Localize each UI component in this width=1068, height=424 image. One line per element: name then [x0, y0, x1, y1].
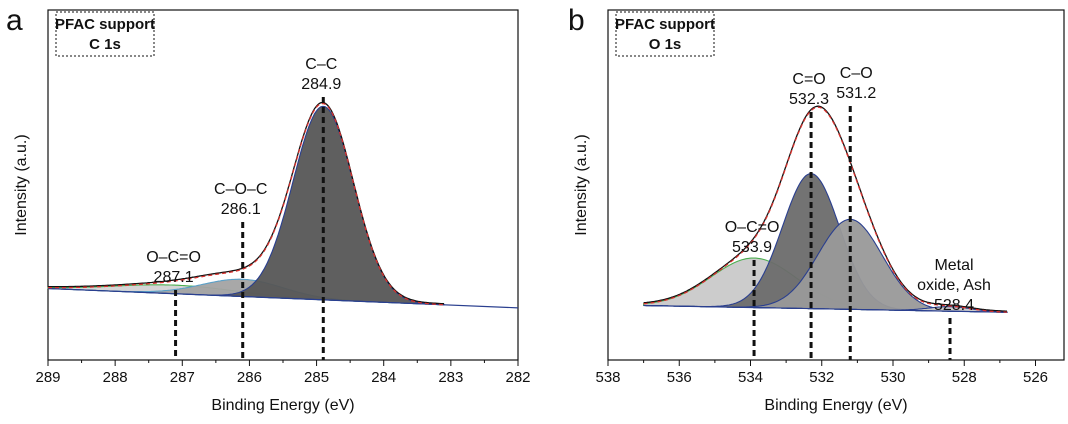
peak-markers-a: O–C=O 287.1 C–O–C 286.1 C–C 284.9 [146, 56, 341, 360]
x-tick-label-b-6: 526 [1023, 369, 1048, 386]
x-tick-label-a-1: 288 [103, 369, 128, 386]
peak-value-a-0: 287.1 [154, 269, 194, 286]
x-tick-label-b-0: 538 [595, 369, 620, 386]
x-tick-label-a-0: 289 [35, 369, 60, 386]
envelope-fit-b [643, 106, 1007, 313]
series-lines-a [47, 101, 519, 309]
peak-label-b-1-line0: C=O [792, 71, 825, 88]
peak-label-a-2-line0: C–C [305, 56, 337, 73]
peak-label-b-3-line1: oxide, Ash [917, 277, 991, 294]
peak-value-b-3: 528.4 [934, 297, 974, 314]
label-box-b [615, 11, 715, 57]
x-tick-label-b-3: 532 [809, 369, 834, 386]
x-tick-label-a-6: 283 [438, 369, 463, 386]
peak-label-a-1-line0: C–O–C [214, 181, 267, 198]
x-axis-ticks-b: 538 536 534 532 530 528 526 [595, 360, 1048, 386]
y-axis-title-a: Intensity (a.u.) [13, 134, 30, 235]
baseline-b [643, 304, 1008, 313]
peak-markers-b: O–C=O 533.9 C=O 532.3 C–O 531.2 Metal oxide, As… [725, 65, 991, 360]
panel-b: b O–C=O 533.9 C=O 532.3 C–O 531.2 Metal oxide, … [568, 4, 1065, 414]
envelope-fit-a [48, 102, 445, 306]
peak-value-b-2: 531.2 [836, 85, 876, 102]
label-box-a [55, 11, 155, 57]
peak-value-b-1: 532.3 [789, 91, 829, 108]
label-box-b-line1: PFAC support [615, 16, 715, 33]
panel-a: a O–C=O 287.1 C–O–C 286.1 C–C 284.9 289 288 287… [6, 4, 531, 414]
raw-spectrum-b [643, 105, 1007, 312]
series-lines-b [643, 105, 1008, 313]
y-axis-title-b: Intensity (a.u.) [573, 134, 590, 235]
peak-value-b-0: 533.9 [732, 239, 772, 256]
x-tick-label-b-5: 528 [952, 369, 977, 386]
x-tick-label-a-5: 284 [371, 369, 396, 386]
label-box-b-line2: O 1s [649, 36, 682, 53]
x-axis-title-b: Binding Energy (eV) [764, 397, 907, 414]
peak-label-b-3-line0: Metal [934, 257, 973, 274]
x-axis-ticks-a: 289 288 287 286 285 284 283 282 [35, 360, 531, 386]
x-tick-label-b-4: 530 [880, 369, 905, 386]
peak-label-b-2-line0: C–O [840, 65, 873, 82]
x-tick-label-b-2: 534 [738, 369, 763, 386]
peak-value-a-1: 286.1 [221, 201, 261, 218]
x-axis-title-a: Binding Energy (eV) [211, 397, 354, 414]
x-tick-label-a-3: 286 [237, 369, 262, 386]
x-tick-label-a-4: 285 [304, 369, 329, 386]
peak-value-a-2: 284.9 [301, 76, 341, 93]
label-box-a-line2: C 1s [89, 36, 121, 53]
plot-frame-b [607, 9, 1065, 361]
plot-frame-a [47, 9, 519, 361]
peak-label-a-0-line0: O–C=O [146, 249, 201, 266]
x-tick-label-a-2: 287 [170, 369, 195, 386]
x-tick-label-a-7: 282 [505, 369, 530, 386]
label-box-a-line1: PFAC support [55, 16, 155, 33]
panel-letter-a: a [6, 4, 23, 37]
raw-spectrum-a [48, 101, 445, 305]
panel-letter-b: b [568, 4, 585, 37]
peak-label-b-0-line0: O–C=O [725, 219, 780, 236]
x-tick-label-b-1: 536 [667, 369, 692, 386]
